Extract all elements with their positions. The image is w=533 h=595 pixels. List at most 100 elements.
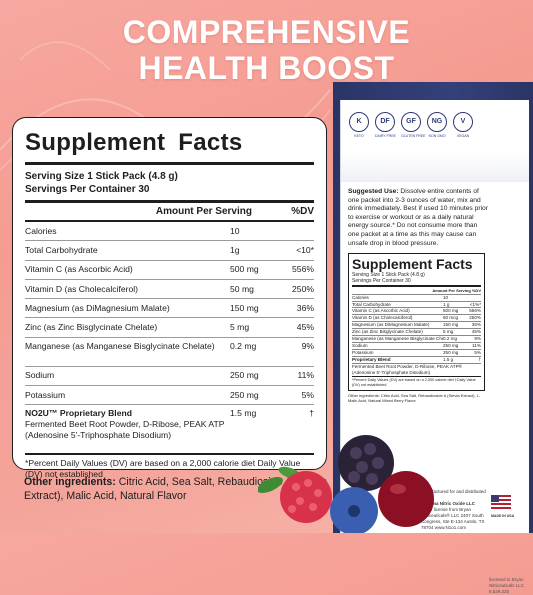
mini-supplement-facts: Supplement Facts Serving Size 1 Stick Pa… [348, 253, 485, 391]
fact-amount: 250 mg [230, 389, 259, 400]
mini-fact-row: Sodium 250 mg 11% [352, 342, 481, 349]
amount-per-serving-label: Amount Per Serving [155, 206, 252, 217]
mini-fact-amount: 0.2 mg [443, 336, 458, 342]
mini-blend-row: Fermented Beet Root Powder, D-Ribose, PE… [352, 362, 481, 376]
facts-mid-rule [25, 200, 314, 203]
non-gmo-badge: NG NON GMO [427, 112, 447, 138]
gluten-free-badge-label: GLUTEN FREE [401, 134, 426, 138]
license-note: licensed to Bryan Nitriceuticals LLC 8,6… [489, 577, 529, 595]
dairy-free-badge-icon: DF [375, 112, 395, 132]
fact-amount: 1g [230, 244, 240, 255]
fact-row: Vitamin C (as Ascorbic Acid) 500 mg 556% [25, 261, 314, 280]
mini-fact-name: Calories [352, 294, 369, 300]
mini-fact-name: Magnesium (as DiMagnesium Malate) [352, 322, 430, 328]
usa-flag-icon: MADE IN USA [491, 495, 514, 518]
non-gmo-badge-icon: NG [427, 112, 447, 132]
suggested-use-label: Suggested Use: [348, 188, 399, 195]
mini-fact-amount: 500 mg [443, 308, 459, 314]
vegan-badge-label: VEGAN [456, 134, 470, 138]
mini-fact-dv: 556% [469, 308, 481, 314]
blend-amount: 1.5 mg [230, 408, 257, 419]
badge-band [341, 152, 529, 182]
mini-servings-per-container: Servings Per Container 30 [352, 278, 411, 285]
fact-amount: 150 mg [230, 302, 259, 313]
fact-name: Sodium [25, 370, 55, 381]
mini-fact-row: Vitamin C (as Ascorbic Acid) 500 mg 556% [352, 307, 481, 314]
mini-facts-title: Supplement Facts [352, 256, 473, 273]
patent-number: 8,629,325 [489, 589, 510, 594]
mini-fact-dv: 11% [472, 343, 481, 348]
keto-badge-label: KETO [354, 134, 364, 138]
mini-serving-size: Serving Size 1 Stick Pack (4.8 g) [352, 272, 425, 279]
diet-badges: K KETO DF DAIRY FREE GF GLUTEN FREE NG N… [349, 112, 473, 138]
vegan-badge-icon: V [453, 112, 473, 132]
facts-rows: Calories 10 Total Carbohydrate 1g <10* Vitami… [25, 222, 314, 406]
mini-fact-dv: <1%* [469, 301, 481, 307]
mini-fact-row: Proprietary Blend 1.5 g † [352, 355, 481, 363]
fact-amount: 500 mg [230, 264, 259, 275]
non-gmo-badge-label: NON GMO [428, 134, 446, 138]
gluten-free-badge: GF GLUTEN FREE [401, 112, 426, 138]
fact-dv: 9% [301, 340, 314, 351]
mini-fact-row: Magnesium (as DiMagnesium Malate) 150 mg 3… [352, 321, 481, 328]
fact-row: Calories 10 [25, 222, 314, 242]
blend-dv: † [309, 408, 314, 419]
mini-fact-name: Total Carbohydrate [352, 301, 391, 307]
mini-column-header: Amount Per Serving %DV [432, 287, 481, 293]
fact-dv: <10* [296, 244, 314, 255]
mini-fact-name: Potassium [352, 349, 374, 355]
mini-fact-amount: 1 g [443, 301, 450, 307]
facts-header-rule [25, 220, 314, 222]
facts-column-header: Amount Per Serving %DV [25, 203, 314, 220]
fact-row: Potassium 250 mg 5% [25, 386, 314, 406]
headline-line-1: COMPREHENSIVE [122, 14, 411, 50]
fact-name: Total Carbohydrate [25, 244, 98, 255]
other-ingredients-label: Other ingredients: [24, 476, 116, 488]
fact-amount: 250 mg [230, 370, 259, 381]
mini-fact-name: Proprietary Blend [352, 356, 391, 362]
fact-row: Sodium 250 mg 11% [25, 367, 314, 387]
blend-name-cell: NO2U™ Proprietary Blend Fermented Beet R… [25, 408, 230, 453]
mini-fact-dv [467, 295, 481, 301]
vegan-badge: V VEGAN [453, 112, 473, 138]
keto-badge: K KETO [349, 112, 369, 138]
fact-row: Vitamin D (as Cholecalciferol) 50 mg 250% [25, 280, 314, 300]
mini-fact-amount: 10 [443, 294, 449, 300]
mini-footnote: *Percent Daily Values (DV) are based on … [352, 375, 481, 388]
mini-fact-row: Zinc (as Zinc Bisglycinate Chelate) 5 mg 4… [352, 328, 481, 335]
mini-fact-amount: 250 mg [443, 343, 459, 348]
facts-footnote: *Percent Daily Values (DV) are based on … [25, 458, 301, 480]
fact-dv: 45% [296, 322, 314, 333]
mini-fact-amount: 150 mg [443, 322, 459, 328]
fact-name: Magnesium (as DiMagnesium Malate) [25, 302, 170, 313]
fact-row: Magnesium (as DiMagnesium Malate) 150 mg 3… [25, 299, 314, 319]
mini-fact-amount: 1.5 g [443, 356, 454, 362]
suggested-use-text: Dissolve entire contents of one packet i… [348, 188, 488, 247]
mini-fact-dv: 5% [474, 349, 481, 355]
fact-dv: 11% [297, 370, 314, 381]
supplement-facts-panel: Supplement Facts Serving Size 1 Stick Pa… [12, 117, 327, 479]
page-headline: COMPREHENSIVE HEALTH BOOST [0, 14, 533, 86]
fact-name: Vitamin C (as Ascorbic Acid) [25, 264, 133, 275]
mini-facts-rows: Calories 10 Total Carbohydrate 1 g <1%* Vitam… [352, 293, 481, 363]
mini-fact-name: Vitamin C (as Ascorbic Acid) [352, 308, 410, 314]
mini-fact-dv: 36% [471, 322, 481, 328]
servings-per-container: Servings Per Container 30 [25, 184, 150, 195]
suggested-use: Suggested Use: Dissolve entire contents … [348, 188, 488, 248]
mini-fact-name: Zinc (as Zinc Bisglycinate Chelate) [352, 329, 423, 335]
mini-other-ingredients: Other ingredients: Citric Acid, Sea Salt… [348, 392, 481, 403]
facts-top-rule [25, 162, 314, 165]
mini-blend-text: Fermented Beet Root Powder, D-Ribose, PE… [352, 363, 463, 375]
manufacturer-address: under license from Bryan Nitriceuticals®… [421, 507, 485, 530]
fact-row: Manganese (as Manganese Bisglycinate Che… [25, 338, 314, 367]
mini-fact-dv: 250% [469, 315, 481, 321]
blend-detail: Fermented Beet Root Powder, D-Ribose, PE… [25, 419, 225, 441]
mini-fact-row: Total Carbohydrate 1 g <1%* [352, 300, 481, 308]
mini-fact-amount: 50 mcg [443, 315, 459, 321]
mini-fact-row: Manganese (as Manganese Bisglycinate Che… [352, 335, 481, 342]
fact-dv: 36% [296, 302, 314, 313]
mini-fact-dv: † [478, 356, 481, 362]
manufacturer-name: Pneuma Nitric Oxide LLC [421, 501, 476, 506]
mini-fact-row: Calories 10 [352, 293, 481, 301]
fact-dv: 556% [292, 264, 314, 275]
